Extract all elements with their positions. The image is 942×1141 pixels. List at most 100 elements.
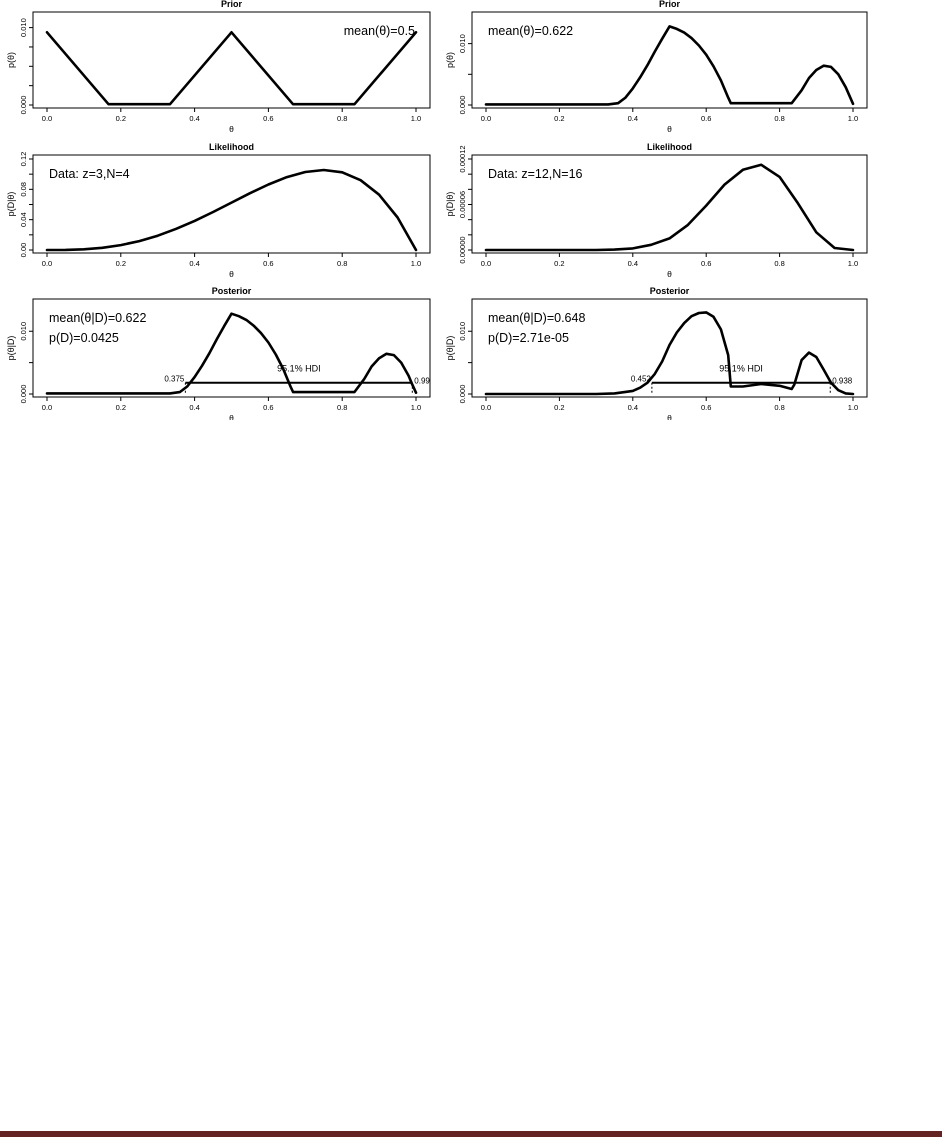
x-tick-label: 0.8 [337,403,347,412]
x-tick-label: 1.0 [411,259,421,268]
x-tick-label: 0.2 [116,114,126,123]
x-tick-label: 0.0 [481,114,491,123]
x-tick-label: 0.0 [481,403,491,412]
x-axis-label: θ [667,124,672,134]
y-tick-label: 0.12 [19,152,28,167]
x-tick-label: 0.0 [42,114,52,123]
density-curve [45,312,418,395]
annotation: Data: z=3,N=4 [49,167,130,181]
plot-frame [471,298,868,398]
x-tick-label: 0.6 [701,114,711,123]
x-tick-label: 0.4 [628,403,638,412]
y-tick-label: 0.000 [19,385,28,404]
x-axis-label: θ [667,269,672,279]
annotation: mean(θ)=0.5 [344,24,415,38]
x-tick-label: 0.8 [337,259,347,268]
x-tick-label: 0.2 [116,403,126,412]
x-tick-label: 1.0 [848,114,858,123]
plot-frame [32,298,431,398]
y-tick-label: 0.00012 [458,145,467,172]
x-tick-label: 0.4 [189,259,199,268]
x-tick-label: 0.6 [263,403,273,412]
y-tick-label: 0.08 [19,182,28,197]
plot-title: Likelihood [209,142,254,152]
y-tick-label: 0.000 [458,385,467,404]
y-tick-label: 0.010 [458,34,467,53]
plot-title: Likelihood [647,142,692,152]
x-tick-label: 0.0 [42,259,52,268]
x-axis-label: θ [229,124,234,134]
x-axis-label: θ [229,413,234,420]
annotation: Data: z=12,N=16 [488,167,583,181]
density-curve [484,25,855,106]
density-curve [484,163,855,252]
x-tick-label: 0.2 [554,114,564,123]
hdi-low-label: 0.375 [164,375,185,384]
plot-frame [32,11,431,109]
y-axis-label: p(θ|D) [445,336,455,361]
hdi-label: 95.1% HDI [277,364,321,374]
y-axis-label: p(D|θ) [445,192,455,217]
x-tick-label: 0.2 [554,403,564,412]
annotation: mean(θ|D)=0.622 [49,311,146,325]
x-tick-label: 0.4 [189,114,199,123]
x-tick-label: 0.2 [554,259,564,268]
plot-frame [471,11,868,109]
y-tick-label: 0.010 [458,322,467,341]
x-tick-label: 0.8 [774,114,784,123]
panel-likelihood-right: Likelihood 0.0 0.2 0.4 0.6 0.8 1.0 θ 0.00000 0.00… [445,142,868,279]
hdi-high-label: 0.938 [832,377,853,386]
y-tick-label: 0.04 [19,212,28,227]
panel-prior-left: Prior 0.0 0.2 0.4 0.6 0.8 1.0 θ 0.000 0.010 p(θ) me… [6,0,431,134]
hdi-high-label: 0.99 [414,377,430,386]
footer-rule [0,1131,942,1137]
hdi-label: 95.1% HDI [719,364,763,374]
x-axis-label: θ [667,413,672,420]
x-tick-label: 0.0 [481,259,491,268]
density-curve [45,168,418,252]
x-tick-label: 1.0 [411,114,421,123]
y-axis-label: p(D|θ) [6,192,16,217]
x-tick-label: 0.6 [701,259,711,268]
y-tick-label: 0.000 [458,96,467,115]
plot-title: Prior [221,0,243,9]
x-tick-label: 0.6 [263,259,273,268]
x-tick-label: 0.4 [628,259,638,268]
y-tick-label: 0.00 [19,243,28,258]
plot-title: Prior [659,0,681,9]
x-tick-label: 0.6 [701,403,711,412]
y-tick-label: 0.000 [19,96,28,115]
y-tick-label: 0.00000 [458,236,467,263]
x-tick-label: 0.4 [189,403,199,412]
x-tick-label: 0.2 [116,259,126,268]
x-axis-label: θ [229,269,234,279]
annotation: p(D)=0.0425 [49,331,119,345]
x-tick-label: 0.8 [337,114,347,123]
x-tick-label: 1.0 [848,259,858,268]
x-tick-label: 0.8 [774,403,784,412]
y-axis-label: p(θ|D) [6,336,16,361]
panel-likelihood-left: Likelihood 0.0 0.2 0.4 0.6 0.8 1.0 θ 0.00 0.04 0.0… [6,142,431,279]
density-curve [484,311,855,396]
annotation: mean(θ)=0.622 [488,24,573,38]
annotation: p(D)=2.71e-05 [488,331,569,345]
y-tick-label: 0.00006 [458,191,467,218]
hdi-low-label: 0.452 [631,375,652,384]
x-tick-label: 1.0 [848,403,858,412]
x-tick-label: 0.4 [628,114,638,123]
density-curve [45,30,418,106]
y-tick-label: 0.010 [19,322,28,341]
x-tick-label: 0.6 [263,114,273,123]
x-tick-label: 1.0 [411,403,421,412]
annotation: mean(θ|D)=0.648 [488,311,585,325]
y-axis-label: p(θ) [445,52,455,68]
figure: Prior 0.0 0.2 0.4 0.6 0.8 1.0 θ 0.000 0.010 p(θ) me… [0,0,942,423]
plot-title: Posterior [650,286,690,296]
x-tick-label: 0.8 [774,259,784,268]
y-axis-label: p(θ) [6,52,16,68]
plot-title: Posterior [212,286,252,296]
